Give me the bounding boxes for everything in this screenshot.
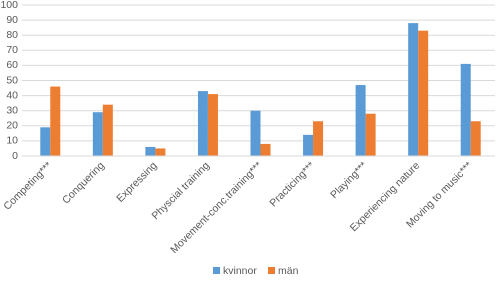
bar xyxy=(145,146,156,156)
bar xyxy=(355,85,366,156)
bar xyxy=(92,112,103,156)
bar xyxy=(197,91,208,156)
x-tick-label: Competing*** xyxy=(1,160,54,213)
x-tick-label: Conquering xyxy=(60,159,107,206)
bar xyxy=(470,121,481,156)
bar xyxy=(418,30,429,157)
y-tick-label: 100 xyxy=(0,0,18,11)
bar xyxy=(207,94,218,156)
y-tick-label: 20 xyxy=(6,120,18,132)
y-tick-label: 80 xyxy=(6,29,18,41)
x-tick-label: Movement-conc.training*** xyxy=(168,160,264,256)
y-tick-label: 30 xyxy=(6,104,18,116)
legend-label: kvinnor xyxy=(223,265,257,277)
bar xyxy=(408,23,419,157)
bar xyxy=(250,110,261,156)
bar xyxy=(50,86,61,156)
x-tick-label: Expressing xyxy=(114,159,159,204)
legend-label: män xyxy=(278,265,299,277)
bar xyxy=(365,113,376,156)
bar xyxy=(460,63,471,156)
bar xyxy=(303,134,314,156)
bar xyxy=(40,127,51,156)
y-tick-label: 60 xyxy=(6,59,18,71)
y-tick-label: 40 xyxy=(6,89,18,101)
y-tick-label: 0 xyxy=(12,150,18,162)
legend-swatch xyxy=(213,267,220,274)
y-tick-label: 50 xyxy=(6,74,18,86)
bar xyxy=(155,148,166,156)
bar xyxy=(102,104,113,156)
y-tick-label: 70 xyxy=(6,44,18,56)
y-tick-label: 90 xyxy=(6,14,18,26)
legend-swatch xyxy=(268,267,275,274)
bar xyxy=(260,143,271,156)
x-tick-label: Playing*** xyxy=(328,160,370,202)
y-tick-label: 10 xyxy=(6,135,18,147)
bar xyxy=(313,121,324,156)
x-tick-label: Practicing*** xyxy=(267,160,317,210)
